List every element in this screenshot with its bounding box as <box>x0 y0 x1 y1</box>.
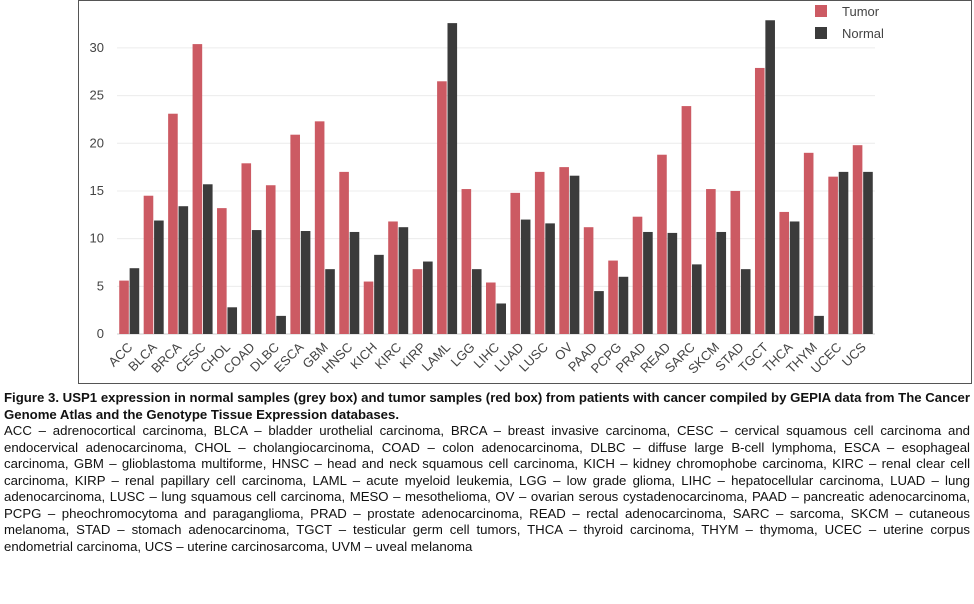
normal-bar <box>545 223 555 334</box>
y-tick-label: 20 <box>90 135 104 150</box>
legend-swatch <box>815 27 827 39</box>
normal-bar <box>227 307 238 334</box>
tumor-bar <box>412 269 423 334</box>
tumor-bar <box>510 192 521 334</box>
y-tick-label: 0 <box>97 326 104 341</box>
normal-bar <box>569 175 580 334</box>
normal-bar <box>716 231 727 334</box>
y-tick-label: 30 <box>90 40 104 55</box>
tumor-bar <box>828 176 838 334</box>
y-tick-label: 15 <box>90 183 104 198</box>
normal-bar <box>349 231 360 334</box>
x-tick-label: KICH <box>347 340 380 373</box>
normal-bar <box>618 276 629 334</box>
tumor-bar <box>779 211 790 334</box>
caption-body: ACC – adrenocortical carcinoma, BLCA – b… <box>4 423 970 554</box>
normal-bar <box>789 221 800 334</box>
normal-bar <box>471 269 482 334</box>
tumor-bar <box>657 154 667 334</box>
normal-bar <box>667 232 678 334</box>
tumor-bar <box>192 44 203 335</box>
tumor-bar <box>583 227 594 334</box>
tumor-bar <box>314 121 325 334</box>
tumor-bar <box>339 171 349 334</box>
caption-title: Figure 3. USP1 expression in normal samp… <box>4 390 970 422</box>
tumor-bar <box>852 145 863 334</box>
legend-label: Tumor <box>842 4 880 19</box>
chart-frame: 0 5 10 15 20 25 30 ACC BLCA BRCA CESC CHOL COAD DLBC E… <box>78 0 972 384</box>
normal-bar <box>202 184 213 334</box>
x-tick-label: UCS <box>839 339 869 369</box>
normal-bar <box>447 23 458 335</box>
tumor-bar <box>265 185 276 334</box>
tumor-bar <box>534 171 545 334</box>
normal-bar <box>765 20 775 335</box>
figure-caption: Figure 3. USP1 expression in normal samp… <box>4 390 970 555</box>
x-tick-label: LGG <box>448 340 478 370</box>
legend-swatch <box>815 5 827 17</box>
legend-label: Normal <box>842 26 884 41</box>
tumor-bar <box>168 113 178 334</box>
normal-bar <box>325 269 335 334</box>
tumor-bar <box>363 281 374 334</box>
normal-bar <box>740 269 751 334</box>
normal-bar <box>692 264 702 334</box>
tumor-bar <box>119 280 129 334</box>
tumor-bar <box>681 106 692 334</box>
y-tick-label: 25 <box>90 88 104 103</box>
normal-bar <box>154 220 164 334</box>
x-tick-label: KIRC <box>372 340 405 373</box>
x-tick-label: LAML <box>419 340 454 375</box>
tumor-bar <box>632 216 643 334</box>
y-tick-label: 10 <box>90 231 104 246</box>
tumor-bar <box>388 221 398 334</box>
y-tick-label: 5 <box>97 278 104 293</box>
normal-bar <box>814 315 824 334</box>
normal-bar <box>838 171 849 334</box>
tumor-bar <box>486 282 496 334</box>
normal-bar <box>594 291 604 334</box>
tumor-bar <box>803 152 814 334</box>
tumor-bar <box>290 134 300 334</box>
tumor-bar <box>241 163 252 334</box>
tumor-bar <box>754 67 765 334</box>
normal-bar <box>129 268 140 334</box>
normal-bar <box>863 171 873 334</box>
normal-bar <box>423 261 433 334</box>
normal-bar <box>300 231 311 334</box>
normal-bar <box>520 219 531 334</box>
tumor-bar <box>706 189 716 334</box>
tumor-bar <box>461 189 472 334</box>
normal-bar <box>496 303 506 334</box>
bar-chart: 051015202530ACCBLCABRCACESCCHOLCOADDLBCE… <box>90 4 884 377</box>
normal-bar <box>178 206 189 334</box>
normal-bar <box>398 227 409 334</box>
tumor-bar <box>559 167 569 334</box>
tumor-bar <box>437 81 447 334</box>
normal-bar <box>251 230 262 334</box>
tumor-bar <box>217 208 227 334</box>
tumor-bar <box>143 195 154 334</box>
normal-bar <box>643 231 653 334</box>
normal-bar <box>276 315 286 334</box>
tumor-bar <box>730 190 741 334</box>
tumor-bar <box>608 260 618 334</box>
normal-bar <box>374 254 384 334</box>
